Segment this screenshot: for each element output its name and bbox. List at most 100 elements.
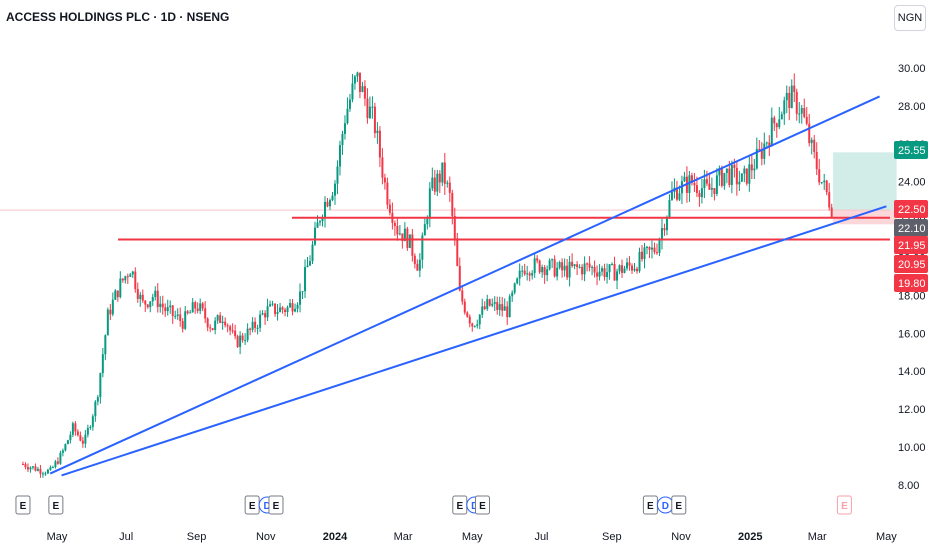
y-tick-label: 10.00 <box>898 442 926 454</box>
candle-body <box>89 426 92 428</box>
candle-body <box>338 145 341 167</box>
candle-body <box>314 227 317 245</box>
candle-body <box>461 290 464 302</box>
candle-body <box>578 266 581 268</box>
candle-body <box>84 434 87 444</box>
candle-body <box>448 182 451 193</box>
candle-body <box>478 314 481 325</box>
candle-body <box>750 164 753 171</box>
candle-body <box>86 427 89 435</box>
candle-body <box>815 151 818 170</box>
candle-body <box>179 314 182 321</box>
candle-body <box>640 251 643 260</box>
earnings-icon[interactable]: E <box>452 495 468 515</box>
candle-body <box>36 468 39 471</box>
earnings-icon[interactable]: E <box>244 495 260 515</box>
candle-body <box>603 268 606 277</box>
candle-body <box>805 116 808 124</box>
candle-body <box>421 235 424 260</box>
candle-body <box>481 306 484 315</box>
candle-body <box>346 108 349 124</box>
earnings-icon[interactable]: E <box>671 495 687 515</box>
candle-body <box>94 401 97 417</box>
candle-body <box>104 335 107 355</box>
candle-body <box>129 274 132 277</box>
candle-body <box>780 114 783 120</box>
candle-body <box>551 259 554 261</box>
candle-body <box>700 188 703 198</box>
candle-body <box>119 278 122 298</box>
candle-body <box>199 303 202 311</box>
candle-body <box>670 191 673 200</box>
candle-body <box>241 335 244 341</box>
x-tick-label: Sep <box>602 531 622 543</box>
candle-body <box>229 326 232 331</box>
earnings-icon[interactable]: E <box>48 495 64 515</box>
candle-body <box>718 168 721 176</box>
candle-body <box>606 272 609 277</box>
candle-body <box>593 266 596 273</box>
candle-body <box>328 200 331 207</box>
price-tag: 25.55 <box>894 141 928 159</box>
x-tick-label: May <box>462 531 483 543</box>
candle-body <box>51 467 54 469</box>
candle-body <box>633 268 636 271</box>
earnings-icon[interactable]: E <box>836 495 852 515</box>
earnings-letter: E <box>249 501 256 512</box>
candle-body <box>473 325 476 327</box>
dividend-icon[interactable]: D <box>656 496 674 514</box>
candle-body <box>146 304 149 308</box>
candle-body <box>214 320 217 330</box>
earnings-letter: E <box>479 501 486 512</box>
candle-body <box>703 179 706 189</box>
candle-body <box>566 265 569 278</box>
candle-body <box>96 397 99 402</box>
x-tick-label: 2025 <box>738 531 762 543</box>
candle-body <box>361 86 364 92</box>
earnings-icon[interactable]: E <box>15 495 31 515</box>
candle-body <box>723 173 726 186</box>
candle-body <box>64 444 67 451</box>
candle-body <box>770 117 773 146</box>
candle-body <box>763 143 766 159</box>
candle-body <box>491 303 494 306</box>
earnings-icon[interactable]: E <box>474 495 490 515</box>
earnings-icon[interactable]: E <box>642 495 658 515</box>
candle-body <box>121 278 124 281</box>
candle-body <box>371 106 374 108</box>
candle-body <box>101 354 104 374</box>
candle-body <box>316 222 319 228</box>
candle-body <box>336 166 339 184</box>
candle-body <box>658 239 661 253</box>
candle-body <box>131 271 134 275</box>
candle-body <box>381 157 384 178</box>
candle-body <box>558 262 561 268</box>
candle-body <box>24 464 27 468</box>
candle-body <box>705 179 708 184</box>
candle-body <box>56 461 59 464</box>
candle-body <box>301 291 304 293</box>
candle-body <box>274 303 277 314</box>
candle-body <box>194 302 197 309</box>
candle-body <box>291 303 294 312</box>
candle-body <box>46 469 49 474</box>
candle-body <box>808 123 811 144</box>
earnings-letter: E <box>456 501 463 512</box>
currency-selector[interactable]: NGN <box>894 5 926 31</box>
trend-line <box>49 95 880 475</box>
price-tag-label: 22.50 <box>898 204 926 216</box>
candle-body <box>151 296 154 302</box>
candle-body <box>583 263 586 275</box>
dividend-letter: D <box>662 501 669 512</box>
y-tick-label: 16.00 <box>898 328 926 340</box>
price-tag: 20.95 <box>894 255 928 273</box>
earnings-marker <box>671 495 687 515</box>
candle-body <box>438 173 441 183</box>
candle-body <box>39 468 42 474</box>
candle-body <box>576 264 579 268</box>
candle-body <box>139 294 142 299</box>
candle-body <box>376 130 379 134</box>
candle-body <box>396 225 399 235</box>
earnings-icon[interactable]: E <box>268 495 284 515</box>
